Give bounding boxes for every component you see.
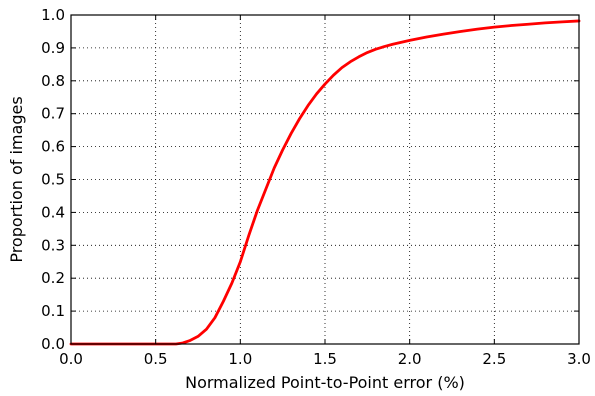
y-tick-label: 0.0 — [41, 335, 65, 353]
y-axis-ticks: 0.0 0.1 0.2 0.3 0.4 0.5 0.6 0.7 0.8 0.9 1.0 — [41, 6, 579, 353]
y-tick-label: 0.4 — [41, 203, 65, 221]
x-tick-label: 1.5 — [313, 350, 337, 368]
y-tick-label: 0.8 — [41, 72, 65, 90]
x-tick-label: 0.0 — [59, 350, 83, 368]
series-layer — [69, 19, 581, 346]
x-axis-ticks: 0.0 0.5 1.0 1.5 2.0 2.5 3.0 — [59, 15, 591, 368]
y-tick-label: 0.6 — [41, 138, 65, 156]
grid — [70, 14, 580, 345]
x-tick-label: 3.0 — [567, 350, 591, 368]
x-tick-label: 0.5 — [144, 350, 168, 368]
y-tick-label: 0.7 — [41, 105, 65, 123]
y-tick-label: 0.5 — [41, 171, 65, 189]
x-tick-label: 2.0 — [398, 350, 422, 368]
y-tick-label: 1.0 — [41, 6, 65, 24]
x-axis-label: Normalized Point-to-Point error (%) — [185, 373, 465, 392]
y-tick-label: 0.2 — [41, 269, 65, 287]
x-tick-label: 1.0 — [228, 350, 252, 368]
y-tick-label: 0.3 — [41, 236, 65, 254]
y-tick-label: 0.9 — [41, 39, 65, 57]
y-tick-label: 0.1 — [41, 302, 65, 320]
y-axis-label: Proportion of images — [7, 96, 26, 262]
series-line — [69, 19, 581, 346]
x-tick-label: 2.5 — [482, 350, 506, 368]
